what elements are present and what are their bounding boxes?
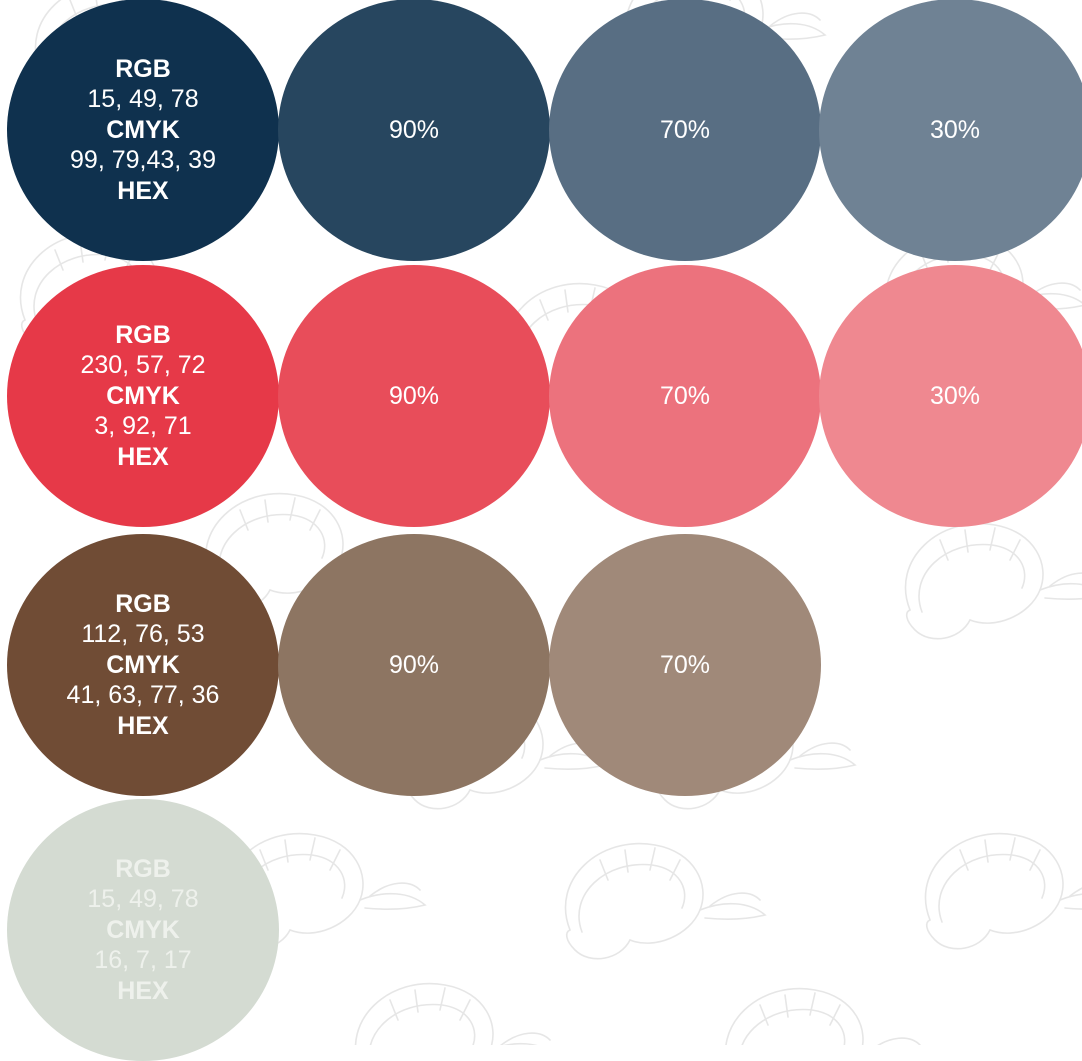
brown-tint-90-swatch: 90% (278, 534, 550, 796)
tint-label: 90% (388, 650, 440, 679)
tint-label: 70% (659, 381, 711, 410)
tint-label: 70% (659, 115, 711, 144)
rgb-label: RGB (115, 320, 171, 349)
tint-label: 90% (388, 381, 440, 410)
tint-label: 30% (929, 381, 981, 410)
red-tint-70-swatch: 70% (549, 265, 821, 527)
cmyk-value: 99, 79,43, 39 (70, 146, 216, 175)
hex-label: HEX (117, 442, 169, 471)
rgb-value: 15, 49, 78 (87, 85, 199, 114)
tint-label: 90% (388, 115, 440, 144)
cmyk-label: CMYK (106, 650, 180, 679)
cmyk-label: CMYK (106, 915, 180, 944)
tint-label: 70% (659, 650, 711, 679)
hex-label: HEX (117, 176, 169, 205)
red-base-swatch: RGB 230, 57, 72 CMYK 3, 92, 71 HEX (7, 265, 279, 527)
brown-base-swatch: RGB 112, 76, 53 CMYK 41, 63, 77, 36 HEX (7, 534, 279, 796)
rgb-label: RGB (115, 854, 171, 883)
rgb-value: 230, 57, 72 (80, 351, 206, 380)
hex-label: HEX (117, 976, 169, 1005)
navy-tint-90-swatch: 90% (278, 0, 550, 261)
rgb-label: RGB (115, 589, 171, 618)
tint-label: 30% (929, 115, 981, 144)
rgb-value: 112, 76, 53 (81, 620, 205, 649)
cmyk-label: CMYK (106, 381, 180, 410)
red-tint-90-swatch: 90% (278, 265, 550, 527)
cmyk-value: 41, 63, 77, 36 (66, 681, 220, 710)
brown-tint-70-swatch: 70% (549, 534, 821, 796)
sage-base-swatch: RGB 15, 49, 78 CMYK 16, 7, 17 HEX (7, 799, 279, 1061)
red-tint-30-swatch: 30% (819, 265, 1082, 527)
cmyk-value: 16, 7, 17 (94, 946, 192, 975)
rgb-value: 15, 49, 78 (87, 885, 199, 914)
cmyk-label: CMYK (106, 115, 180, 144)
cmyk-value: 3, 92, 71 (94, 412, 192, 441)
hex-label: HEX (117, 711, 169, 740)
rgb-label: RGB (115, 54, 171, 83)
navy-base-swatch: RGB 15, 49, 78 CMYK 99, 79,43, 39 HEX (7, 0, 279, 261)
navy-tint-70-swatch: 70% (549, 0, 821, 261)
navy-tint-30-swatch: 30% (819, 0, 1082, 261)
